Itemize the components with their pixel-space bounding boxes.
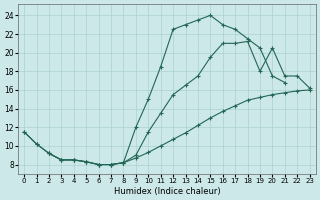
X-axis label: Humidex (Indice chaleur): Humidex (Indice chaleur) xyxy=(114,187,220,196)
